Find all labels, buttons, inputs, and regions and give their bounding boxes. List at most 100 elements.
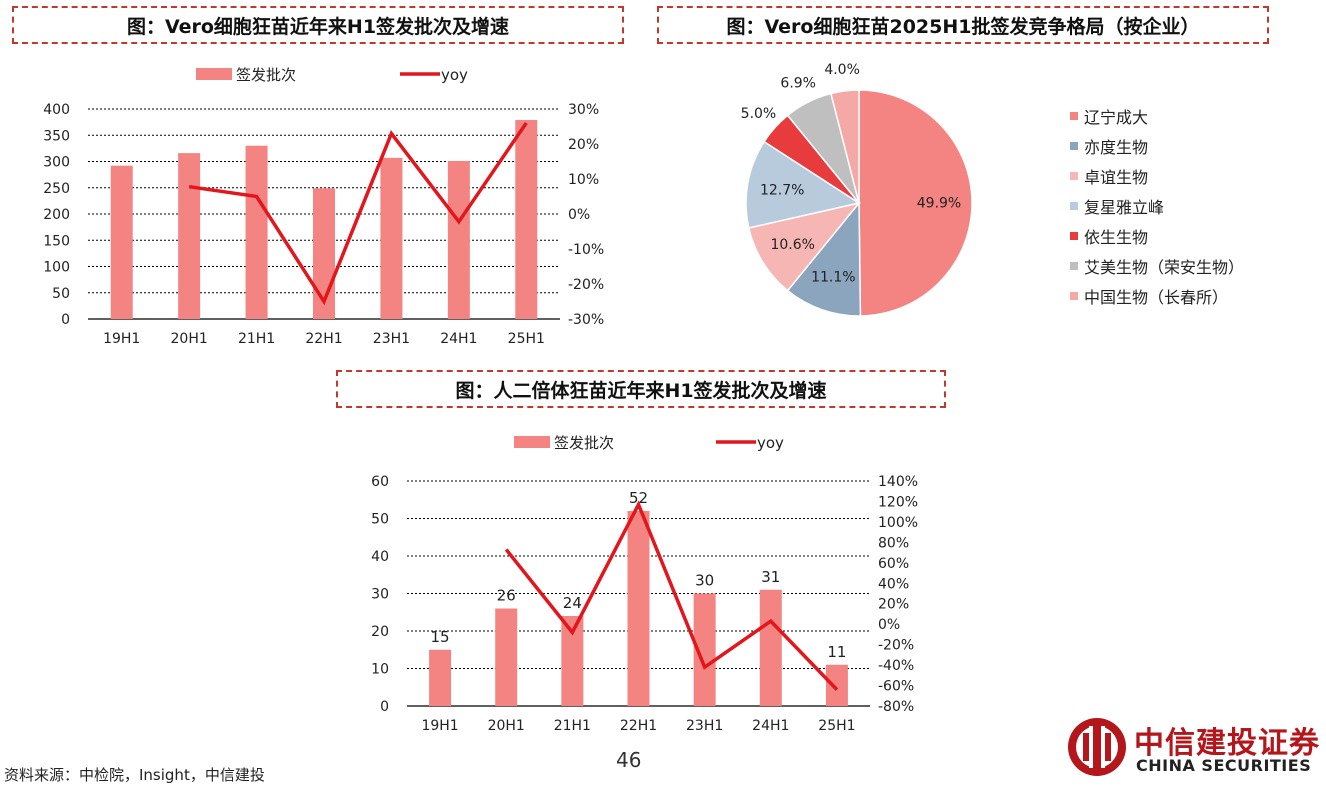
chart3-y2-tick: 40% <box>878 576 909 592</box>
chart1-y2-tick: -30% <box>568 312 604 328</box>
chart1-x-tick: 23H1 <box>373 331 410 347</box>
chart3-y2-tick: 140% <box>878 474 918 490</box>
chart3-bar <box>495 608 518 706</box>
chart3-y-tick: 50 <box>371 512 389 528</box>
pie-legend-label: 卓谊生物 <box>1084 168 1149 187</box>
chart3-y-tick: 40 <box>371 549 389 565</box>
chart1-y-tick: 50 <box>52 286 70 302</box>
chart1-bar <box>178 153 201 319</box>
pie-legend-swatch <box>1070 262 1078 270</box>
pie-slice <box>747 201 861 292</box>
pie-slice-label: 10.6% <box>770 237 814 253</box>
chart1-y-tick: 250 <box>43 181 70 197</box>
pie-slice <box>858 89 973 317</box>
chart3-bar-label: 11 <box>827 643 846 661</box>
pie-legend-swatch <box>1070 112 1078 120</box>
chart3-bar-label: 15 <box>431 628 450 646</box>
pie-legend-label: 中国生物（长春所） <box>1084 288 1229 307</box>
chart3-bar-label: 31 <box>761 568 780 586</box>
chart3-y2-tick: 0% <box>878 617 900 633</box>
pie-legend-label: 艾美生物（荣安生物） <box>1084 258 1245 277</box>
chart3-bar-label: 26 <box>497 587 516 605</box>
chart1-legend-bar-label: 签发批次 <box>236 66 296 84</box>
chart3-bar <box>693 593 716 706</box>
pie-slice-label: 49.9% <box>917 195 961 211</box>
chart3-y2-tick: 60% <box>878 556 909 572</box>
pie-slice-label: 4.0% <box>824 62 860 78</box>
chart1-y-tick: 350 <box>43 128 70 144</box>
chart3-bar <box>825 664 848 706</box>
chart1-y-tick: 200 <box>43 207 70 223</box>
logo-name-cn: 中信建投证券 <box>1134 726 1320 761</box>
pie-legend-label: 辽宁成大 <box>1084 108 1149 127</box>
chart1-y2-tick: 0% <box>568 207 590 223</box>
company-logo: 中信建投证券 CHINA SECURITIES <box>1066 716 1322 782</box>
pie-legend-item: 辽宁成大 <box>1070 101 1244 131</box>
chart3-title: 图：人二倍体狂苗近年来H1签发批次及增速 <box>336 370 946 408</box>
chart3-x-tick: 21H1 <box>554 718 591 734</box>
chart1-bar <box>245 145 268 319</box>
chart3-bar <box>627 511 650 706</box>
chart3-x-tick: 19H1 <box>421 718 458 734</box>
chart3-bar <box>561 616 584 706</box>
chart1-y-tick: 0 <box>61 312 70 328</box>
chart3-y2-tick: 100% <box>878 515 918 531</box>
pie-legend-item: 亦度生物 <box>1070 131 1244 161</box>
pie-legend-item: 复星雅立峰 <box>1070 191 1244 221</box>
page-number: 46 <box>616 748 642 772</box>
chart1-y2-tick: 30% <box>568 102 599 118</box>
chart1-x-tick: 24H1 <box>440 331 477 347</box>
pie-legend-item: 依生生物 <box>1070 221 1244 251</box>
pie-legend-label: 依生生物 <box>1084 228 1149 247</box>
chart3-x-tick: 25H1 <box>818 718 855 734</box>
chart3-y-tick: 0 <box>380 699 389 715</box>
chart3-yoy-line <box>504 500 839 691</box>
chart3-y2-tick: 80% <box>878 535 909 551</box>
chart3-bar <box>759 589 782 706</box>
chart1-y-tick: 300 <box>43 155 70 171</box>
chart3-bar-label: 24 <box>563 594 582 612</box>
pie-slice <box>745 140 861 229</box>
chart1-y2-tick: 20% <box>568 137 599 153</box>
chart1-y2-tick: 10% <box>568 172 599 188</box>
chart1-y-tick: 400 <box>43 102 70 118</box>
chart3-legend-bar-label: 签发批次 <box>554 434 614 452</box>
source-note: 资料来源：中检院，Insight，中信建投 <box>4 766 265 784</box>
chart3-x-tick: 24H1 <box>752 718 789 734</box>
chart1-x-tick: 25H1 <box>508 331 545 347</box>
chart3-bar-label: 52 <box>629 489 648 507</box>
pie-legend: 辽宁成大亦度生物卓谊生物复星雅立峰依生生物艾美生物（荣安生物） 中国生物（长春所） <box>1070 101 1244 311</box>
chart3-bar <box>429 649 452 706</box>
chart1-title: 图：Vero细胞狂苗近年来H1签发批次及增速 <box>12 6 624 44</box>
chart1-x-tick: 21H1 <box>238 331 275 347</box>
chart3-legend-bar-swatch <box>514 436 550 448</box>
chart1-x-tick: 20H1 <box>171 331 208 347</box>
pie-legend-item: 卓谊生物 <box>1070 161 1244 191</box>
chart3-x-tick: 20H1 <box>488 718 525 734</box>
chart2-title: 图：Vero细胞狂苗2025H1批签发竞争格局（按企业） <box>657 6 1269 44</box>
chart3-y2-tick: -80% <box>878 699 914 715</box>
chart3-y2-tick: -40% <box>878 658 914 674</box>
chart1-x-tick: 19H1 <box>103 331 140 347</box>
chart1-x-tick: 22H1 <box>305 331 342 347</box>
chart1-y2-tick: -20% <box>568 277 604 293</box>
pie-legend-swatch <box>1070 202 1078 210</box>
citic-logo-icon <box>1068 718 1126 776</box>
chart1-y-tick: 100 <box>43 260 70 276</box>
pie-legend-label: 复星雅立峰 <box>1084 198 1165 217</box>
pie-slice <box>786 200 862 317</box>
chart1-bar <box>515 120 538 320</box>
chart3-y-tick: 60 <box>371 474 389 490</box>
pie-legend-item: 艾美生物（荣安生物） <box>1070 251 1244 281</box>
chart1-legend-bar-swatch <box>196 68 232 80</box>
chart3-y-tick: 10 <box>371 662 389 678</box>
chart3-y2-tick: -60% <box>878 679 914 695</box>
chart3-x-tick: 23H1 <box>686 718 723 734</box>
pie-legend-swatch <box>1070 292 1078 300</box>
chart1-legend-line-label: yoy <box>441 66 468 84</box>
pie-legend-label: 亦度生物 <box>1084 138 1149 157</box>
chart3-x-tick: 22H1 <box>620 718 657 734</box>
